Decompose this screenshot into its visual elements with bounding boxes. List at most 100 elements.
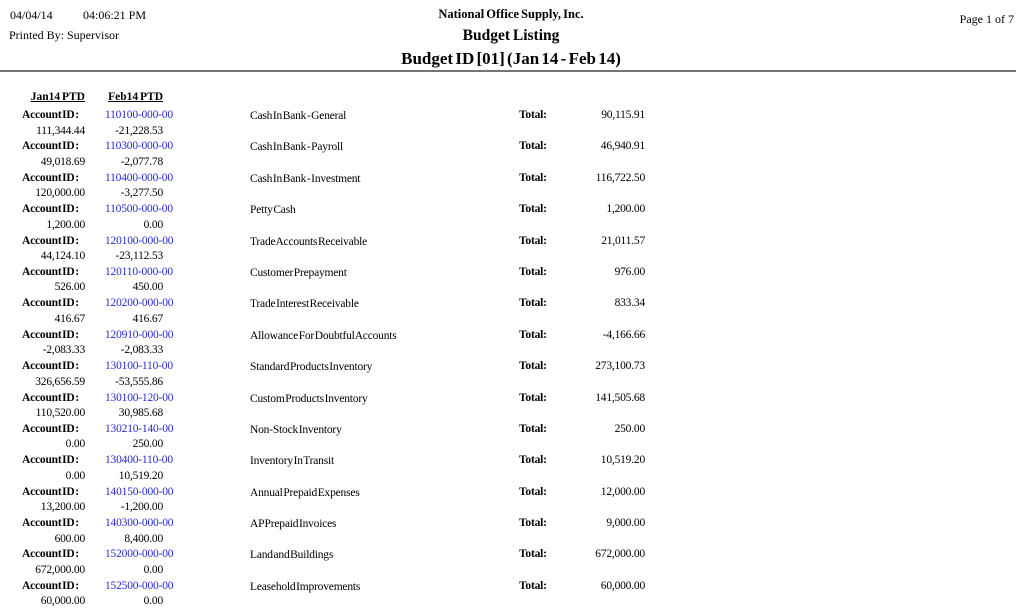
company-name: National Office Supply, Inc. [438,7,584,21]
total-label: Total: [519,234,547,247]
jan14-ptd-value: 416.67 [54,312,86,325]
account-description: Annual Prepaid Expenses [250,486,360,499]
feb14-ptd-value: 0.00 [143,563,164,576]
jan14-ptd-value: 0.00 [65,469,86,482]
account-description: Allowance For Doubtful Accounts [250,329,397,342]
total-value: 12,000.00 [600,485,645,498]
total-label: Total: [519,454,547,467]
page-number: Page 1 of 7 [959,12,1014,26]
total-value: 250.00 [614,422,646,435]
account-description: Cash In Bank - General [250,110,347,122]
feb14-ptd-value: 10,519.20 [118,469,163,482]
report-title: Budget Listing [462,27,560,44]
feb14-ptd-value: 30,985.68 [118,407,163,420]
account-description: Cash In Bank - Payroll [250,141,344,154]
account-id-link[interactable]: 110100-000-00 [105,109,173,121]
account-row: Account ID : 130400-110-00 Inventory In … [0,452,1022,483]
account-row: Account ID : 110400-000-00 Cash In Bank … [0,170,1022,201]
account-id-link[interactable]: 110400-000-00 [105,171,173,184]
account-row: Account ID : 152000-000-00 Land and Buil… [0,546,1022,577]
account-row: Account ID : 120910-000-00 Allowance For… [0,327,1022,358]
account-description: AP Prepaid Invoices [250,518,337,531]
jan14-ptd-value: 111,344.44 [36,124,85,137]
account-description: Custom Products Inventory [250,392,368,405]
budget-id-subtitle: Budget ID [01] (Jan 14 - Feb 14) [401,49,621,68]
print-date: 04/04/14 [10,8,53,22]
account-id-label: Account ID : [22,517,79,530]
feb14-ptd-value: -53,555.86 [115,375,163,388]
account-id-label: Account ID : [22,297,79,310]
feb14-ptd-value: 0.00 [143,595,164,608]
feb14-ptd-value: 250.00 [132,438,164,451]
total-label: Total: [519,548,547,561]
account-row: Account ID : 110300-000-00 Cash In Bank … [0,138,1022,169]
account-id-link[interactable]: 152000-000-00 [105,548,174,561]
total-value: 1,200.00 [606,203,645,216]
account-row: Account ID : 110500-000-00 Petty Cash To… [0,201,1022,232]
account-row: Account ID : 130210-140-00 Non-Stock Inv… [0,421,1022,452]
account-description: Trade Interest Receivable [250,298,359,311]
account-id-link[interactable]: 152500-000-00 [105,579,174,592]
account-id-label: Account ID : [22,422,79,435]
account-id-link[interactable]: 130400-110-00 [105,454,173,467]
jan14-ptd-value: 0.00 [65,438,86,451]
account-id-link[interactable]: 120910-000-00 [105,328,174,341]
account-id-link[interactable]: 110300-000-00 [105,140,173,153]
total-label: Total: [519,265,547,278]
account-description: Standard Products Inventory [250,361,373,374]
total-value: 9,000.00 [606,517,645,530]
total-label: Total: [519,140,547,153]
total-label: Total: [519,297,547,310]
jan14-ptd-value: 49,018.69 [40,155,85,168]
total-label: Total: [519,485,547,498]
total-value: 60,000.00 [600,579,645,592]
total-label: Total: [519,203,547,216]
account-description: Cash In Bank - Investment [250,172,361,185]
feb14-ptd-value: 416.67 [132,312,164,325]
account-row: Account ID : 120200-000-00 Trade Interes… [0,295,1022,326]
total-label: Total: [519,422,547,435]
jan14-ptd-value: 60,000.00 [40,595,85,608]
feb14-ptd-value: 450.00 [132,281,164,294]
column-header-jan14-ptd: Jan14 PTD [30,91,85,103]
feb14-ptd-value: -2,083.33 [120,344,163,357]
account-id-link[interactable]: 110500-000-00 [105,203,173,216]
account-id-link[interactable]: 120100-000-00 [105,234,174,247]
jan14-ptd-value: 672,000.00 [35,563,85,576]
account-id-link[interactable]: 120200-000-00 [105,297,174,310]
account-id-link[interactable]: 130210-140-00 [105,422,174,435]
account-row: Account ID : 130100-120-00 Custom Produc… [0,390,1022,421]
jan14-ptd-value: -2,083.33 [42,344,85,357]
account-id-label: Account ID : [22,485,79,498]
account-description: Trade Accounts Receivable [250,235,368,248]
account-id-link[interactable]: 140300-000-00 [105,517,174,530]
total-label: Total: [519,171,547,184]
account-id-label: Account ID : [22,109,79,121]
feb14-ptd-value: 8,400.00 [124,532,163,545]
account-id-label: Account ID : [22,171,79,184]
account-id-link[interactable]: 130100-120-00 [105,391,174,404]
account-row: Account ID : 152500-000-00 Leasehold Imp… [0,578,1022,609]
account-id-label: Account ID : [22,548,79,561]
feb14-ptd-value: -2,077.78 [120,155,163,168]
total-value: -4,166.66 [602,328,645,341]
account-row: Account ID : 140300-000-00 AP Prepaid In… [0,515,1022,546]
total-label: Total: [519,360,547,373]
account-id-label: Account ID : [22,579,79,592]
feb14-ptd-value: -23,112.53 [115,250,164,263]
account-id-label: Account ID : [22,360,79,373]
total-value: 672,000.00 [595,548,645,561]
account-id-link[interactable]: 130100-110-00 [105,360,173,373]
account-id-label: Account ID : [22,265,79,278]
total-value: 90,115.91 [601,109,645,121]
jan14-ptd-value: 526.00 [54,281,86,294]
total-value: 976.00 [614,265,646,278]
account-row: Account ID : 120110-000-00 Customer Prep… [0,264,1022,295]
account-id-link[interactable]: 120110-000-00 [105,265,173,278]
column-header-feb14-ptd: Feb14 PTD [108,91,163,103]
account-description: Customer Prepayment [250,266,347,279]
total-value: 10,519.20 [600,454,645,467]
account-id-link[interactable]: 140150-000-00 [105,485,174,498]
jan14-ptd-value: 326,656.59 [35,375,85,388]
